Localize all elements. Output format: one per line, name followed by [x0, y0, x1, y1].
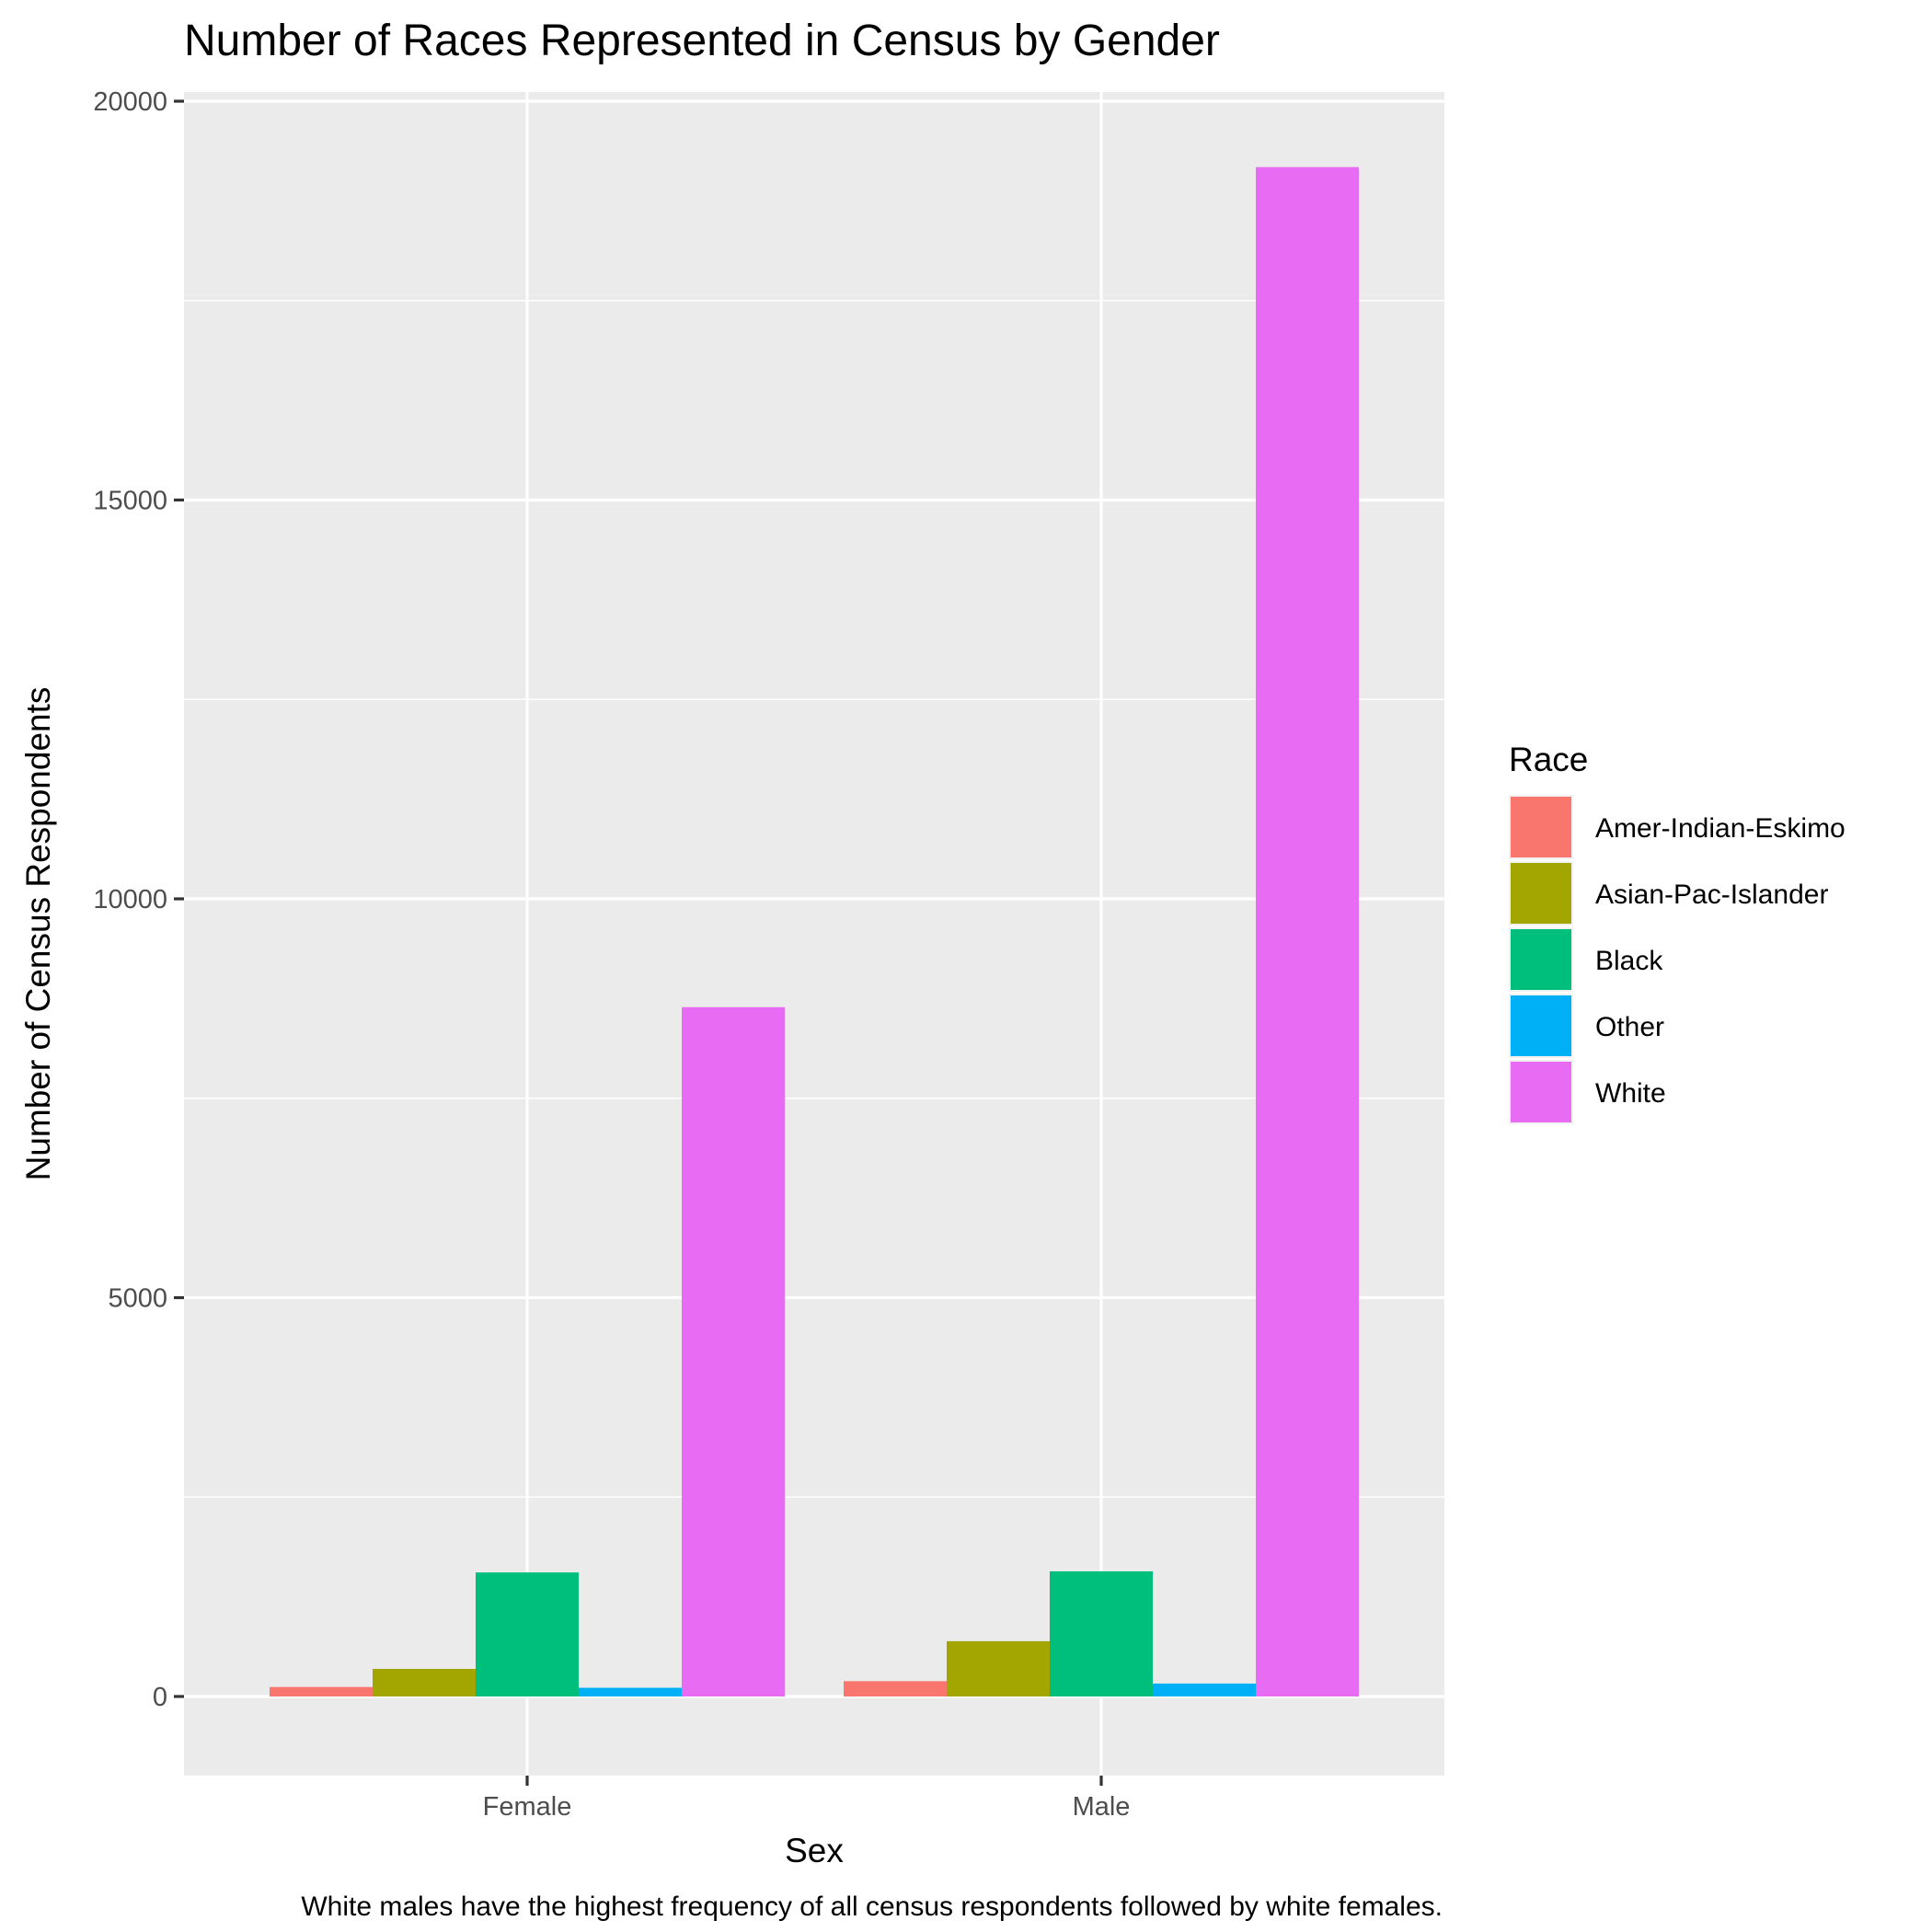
- x-axis-title: Sex: [785, 1832, 844, 1869]
- x-tick-label: Male: [1073, 1792, 1131, 1822]
- plot-panel: [184, 92, 1444, 1776]
- legend-items: Amer-Indian-Eskimo Asian-Pac-Islander Blac…: [1509, 795, 1846, 1124]
- y-tick-label: 5000: [108, 1284, 167, 1314]
- y-tick-label: 15000: [93, 487, 167, 516]
- legend-label: Asian-Pac-Islander: [1595, 880, 1828, 910]
- bar: [1153, 1683, 1256, 1696]
- legend-swatch: [1511, 1062, 1571, 1122]
- chart-caption: White males have the highest frequency o…: [301, 1892, 1443, 1922]
- bars-layer: [270, 167, 1359, 1696]
- bar: [947, 1640, 1050, 1696]
- y-tick-label: 10000: [93, 885, 167, 914]
- legend-label: Amer-Indian-Eskimo: [1595, 813, 1846, 844]
- y-axis-title: Number of Census Respondents: [19, 687, 57, 1181]
- legend: Race Amer-Indian-Eskimo Asian-Pac-Islande…: [1509, 741, 1846, 1124]
- bar: [1256, 167, 1359, 1696]
- bar: [579, 1687, 682, 1696]
- plot-title: Number of Races Represented in Census by…: [184, 17, 1220, 65]
- legend-label: Other: [1595, 1012, 1664, 1042]
- axes-layer: 0 5000 10000 15000 20000 Female Male: [93, 87, 1130, 1822]
- bar: [270, 1686, 373, 1696]
- grid-layer: [184, 92, 1444, 1776]
- bar: [682, 1006, 785, 1696]
- bar: [373, 1669, 476, 1696]
- bar: [844, 1681, 947, 1696]
- legend-label: White: [1595, 1078, 1666, 1109]
- bar: [476, 1572, 579, 1696]
- legend-swatch: [1511, 863, 1571, 924]
- y-tick-label: 0: [153, 1683, 167, 1712]
- legend-title: Race: [1509, 741, 1588, 778]
- legend-swatch: [1511, 797, 1571, 857]
- bar: [1050, 1570, 1153, 1696]
- legend-swatch: [1511, 929, 1571, 990]
- y-tick-label: 20000: [93, 87, 167, 117]
- x-tick-label: Female: [483, 1792, 572, 1822]
- legend-label: Black: [1595, 946, 1663, 976]
- legend-swatch: [1511, 995, 1571, 1056]
